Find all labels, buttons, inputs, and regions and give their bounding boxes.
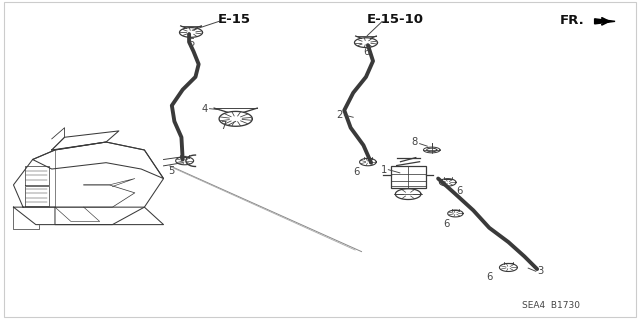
Text: E-15: E-15 xyxy=(218,13,250,26)
Text: 3: 3 xyxy=(537,266,543,276)
Text: 7: 7 xyxy=(220,121,226,131)
Text: 1: 1 xyxy=(381,165,387,175)
Text: 4: 4 xyxy=(202,104,208,114)
Text: SEA4  B1730: SEA4 B1730 xyxy=(522,301,580,310)
Text: 6: 6 xyxy=(364,47,370,57)
Text: FR.: FR. xyxy=(560,14,584,27)
Text: E-15-10: E-15-10 xyxy=(367,13,424,26)
Text: 2: 2 xyxy=(336,110,342,120)
Polygon shape xyxy=(595,19,615,24)
Text: 6: 6 xyxy=(486,272,492,282)
Text: 6: 6 xyxy=(456,186,463,196)
Text: 8: 8 xyxy=(412,137,418,147)
Text: 6: 6 xyxy=(444,219,450,229)
Text: 5: 5 xyxy=(188,38,194,48)
Text: 6: 6 xyxy=(353,167,360,177)
Bar xyxy=(390,166,426,189)
Text: 5: 5 xyxy=(169,166,175,176)
